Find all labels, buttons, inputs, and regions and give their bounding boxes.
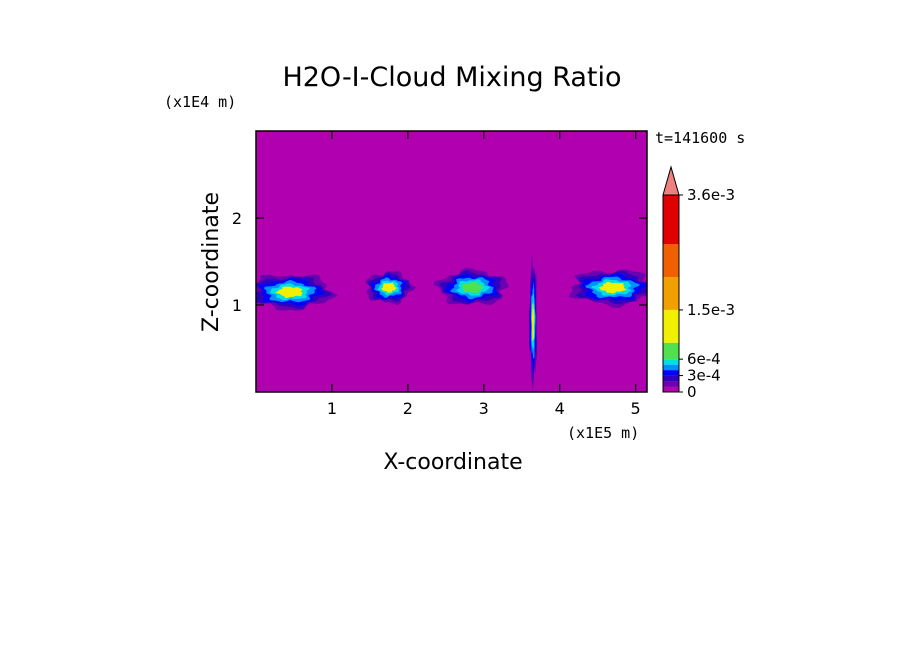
y-tick-label-1: 2 [232,209,242,228]
cloud-contour-2-5 [461,281,485,294]
x-tick-label-3: 4 [555,399,565,418]
x-tick-label-2: 3 [479,399,489,418]
cloud-region-2 [433,267,509,306]
cloud-region-0 [256,274,339,311]
cloud-region-1 [365,271,416,306]
cloud-region-4 [568,269,647,308]
colorbar-extend-max [662,165,680,196]
y-unit-label: (x1E4 m) [164,93,236,111]
colorbar-band-5 [663,359,679,365]
cloud-contour-4-5 [598,281,627,294]
chart-title: H2O-I-Cloud Mixing Ratio [282,62,621,93]
x-tick-label-1: 2 [403,399,413,418]
cloud-region-3 [528,253,538,391]
colorbar-band-6 [663,342,679,360]
colorbar-band-10 [663,195,679,245]
y-axis-label: Z-coordinate [199,192,224,332]
time-label: t=141600 s [655,129,745,147]
colorbar-band-9 [663,244,679,278]
colorbar-band-1 [663,381,679,387]
colorbar-band-8 [663,277,679,310]
cloud-contour-0-5 [275,286,303,298]
x-axis-label: X-coordinate [383,450,522,475]
colorbar-label-4: 0 [687,383,697,401]
plot-frame [255,130,648,393]
colorbar-label-0: 3.6e-3 [687,186,735,204]
colorbar-label-1: 1.5e-3 [687,301,735,319]
x-tick-label-0: 1 [327,399,337,418]
cloud-contour-1-5 [381,282,397,293]
cloud-contour-3-5 [531,301,535,341]
cloud-field [256,253,647,391]
colorbar-label-3: 3e-4 [687,367,721,385]
colorbar: 3.6e-3 1.5e-3 6e-43e-40 [662,165,735,401]
colorbar-band-3 [663,370,679,376]
colorbar-label-2: 6e-4 [687,350,721,368]
axes: 1 2 3 4 5 1 2 [232,131,647,418]
y-tick-label-0: 1 [232,296,242,315]
plot-area [255,130,648,393]
plot-background [256,131,647,392]
colorbar-frame [662,194,680,393]
x-tick-label-4: 5 [631,399,641,418]
colorbar-band-0 [663,386,679,392]
x-unit-label: (x1E5 m) [567,424,639,442]
colorbar-band-7 [663,309,679,343]
colorbar-band-4 [663,364,679,371]
colorbar-band-2 [663,375,679,382]
